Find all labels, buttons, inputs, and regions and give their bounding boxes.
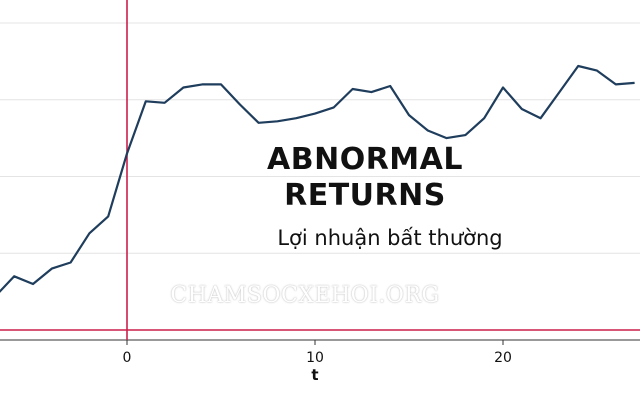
series-line: [0, 64, 635, 293]
x-tick-label: 20: [494, 350, 512, 366]
x-tick-label: 10: [306, 350, 324, 366]
plot-background: [0, 0, 640, 340]
chart-title-text: ABNORMAL RETURNS: [267, 142, 463, 213]
chart-subtitle: Lợi nhuận bất thường: [277, 226, 503, 250]
chart-title: ABNORMAL RETURNS: [240, 142, 490, 214]
x-tick-label: 0: [123, 350, 132, 366]
x-axis-title: t: [311, 366, 318, 384]
watermark: CHAMSOCXEHOI.ORG: [170, 283, 440, 308]
